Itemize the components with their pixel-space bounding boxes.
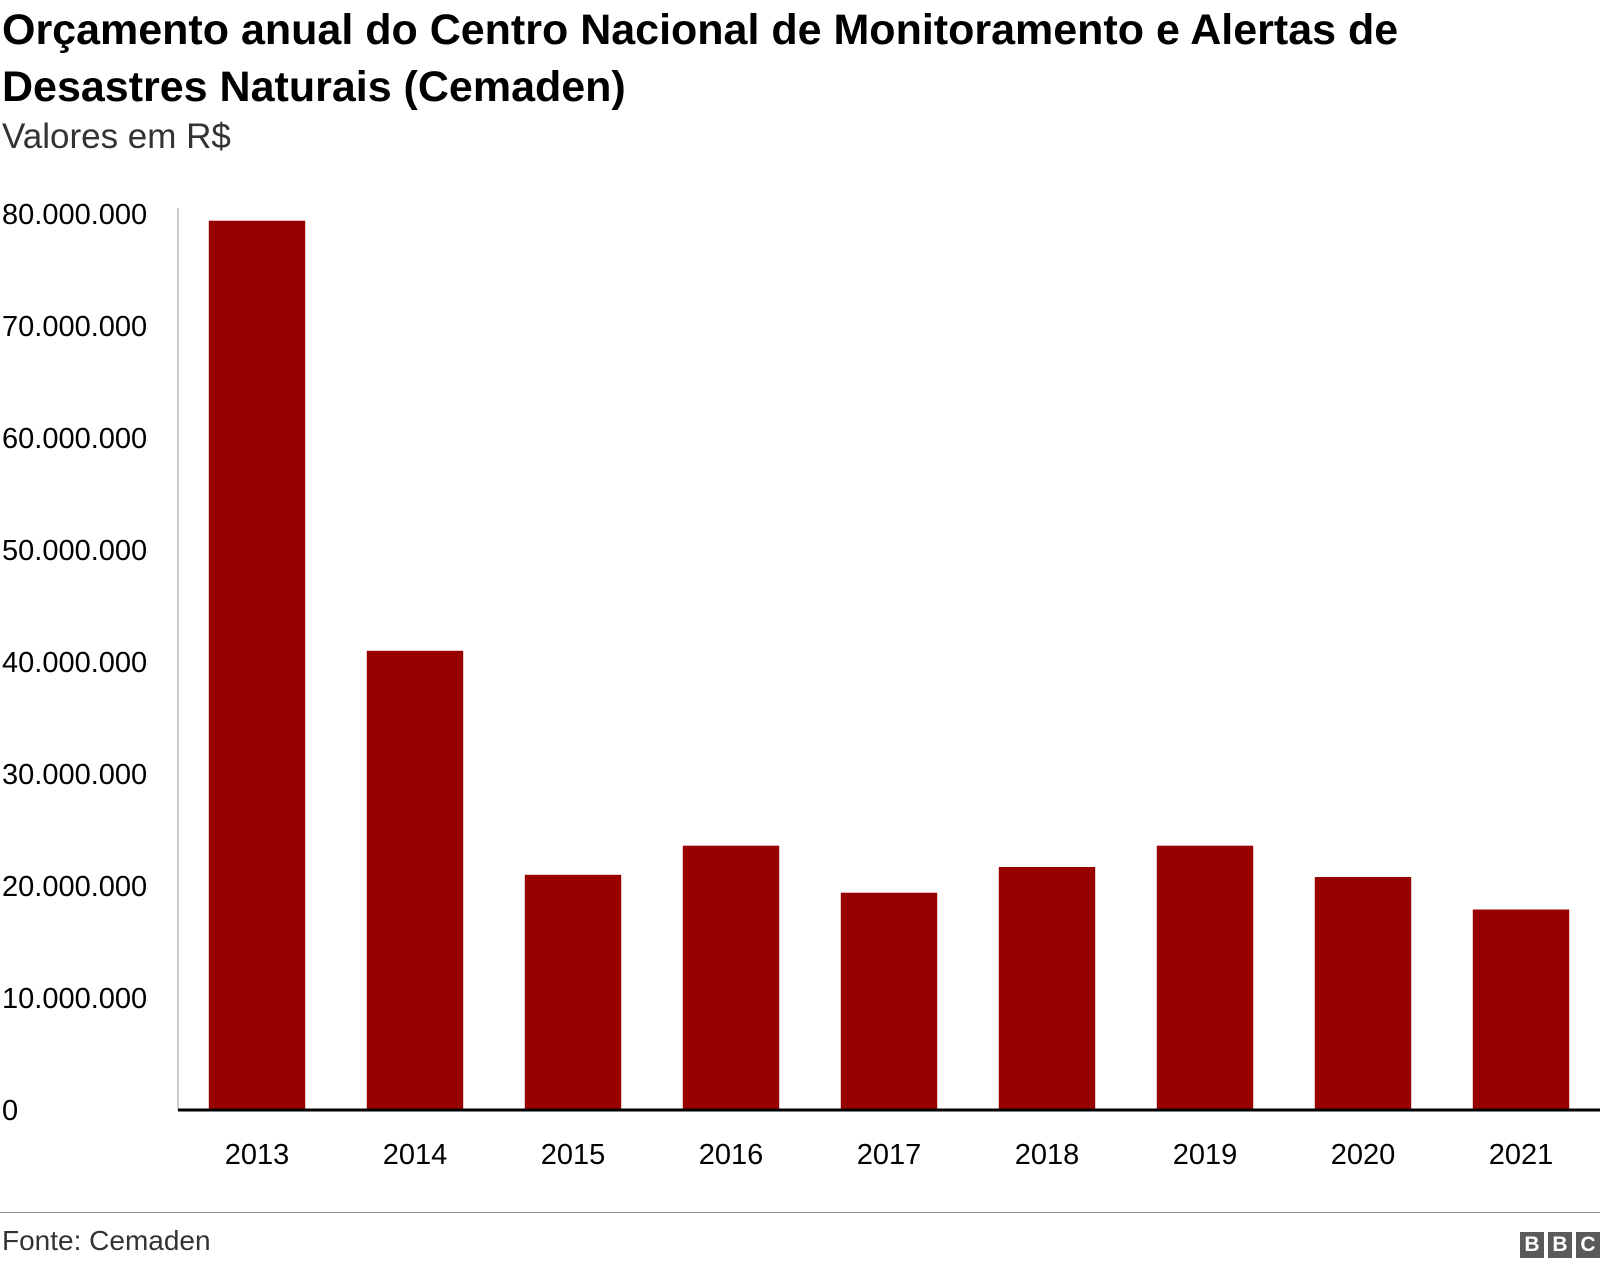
x-tick-label: 2021 <box>1489 1139 1554 1171</box>
y-tick-label: 70.000.000 <box>2 311 147 343</box>
logo-letter: B <box>1548 1232 1572 1258</box>
x-tick-label: 2018 <box>1015 1139 1080 1171</box>
bar-2020 <box>1314 877 1412 1110</box>
bar-2015 <box>524 874 622 1110</box>
y-tick-label: 20.000.000 <box>2 871 147 903</box>
x-tick-label: 2015 <box>541 1139 606 1171</box>
logo-letter: C <box>1576 1232 1600 1258</box>
bar-2019 <box>1156 845 1254 1110</box>
footer-divider <box>0 1212 1600 1213</box>
bar-2016 <box>682 845 780 1110</box>
y-tick-label: 50.000.000 <box>2 535 147 567</box>
x-tick-label: 2020 <box>1331 1139 1396 1171</box>
y-axis-ticks: 0 10.000.000 20.000.000 30.000.000 40.000.00… <box>2 199 147 1127</box>
y-tick-label: 40.000.000 <box>2 647 147 679</box>
x-tick-label: 2016 <box>699 1139 764 1171</box>
bars-group <box>208 220 1570 1111</box>
x-axis-ticks: 2013 2014 2015 2016 2017 2018 2019 2020 2021 <box>225 1139 1554 1171</box>
bar-2013 <box>208 220 306 1111</box>
bbc-logo: B B C <box>1520 1232 1600 1258</box>
x-tick-label: 2019 <box>1173 1139 1238 1171</box>
y-tick-label: 30.000.000 <box>2 759 147 791</box>
source-note: Fonte: Cemaden <box>2 1225 211 1256</box>
bar-2021 <box>1472 909 1570 1110</box>
logo-letter: B <box>1520 1232 1544 1258</box>
bar-2014 <box>366 650 464 1110</box>
bar-2018 <box>998 866 1096 1110</box>
bar-chart: 0 10.000.000 20.000.000 30.000.000 40.000.00… <box>2 199 1600 1171</box>
chart-subtitle: Valores em R$ <box>2 117 231 156</box>
bar-2017 <box>840 892 938 1110</box>
y-tick-label: 0 <box>2 1095 18 1127</box>
y-tick-label: 60.000.000 <box>2 423 147 455</box>
x-tick-label: 2017 <box>857 1139 922 1171</box>
chart-title: Orçamento anual do Centro Nacional de Mo… <box>2 6 1399 111</box>
y-tick-label: 80.000.000 <box>2 199 147 231</box>
x-tick-label: 2014 <box>383 1139 448 1171</box>
y-tick-label: 10.000.000 <box>2 983 147 1015</box>
x-tick-label: 2013 <box>225 1139 290 1171</box>
